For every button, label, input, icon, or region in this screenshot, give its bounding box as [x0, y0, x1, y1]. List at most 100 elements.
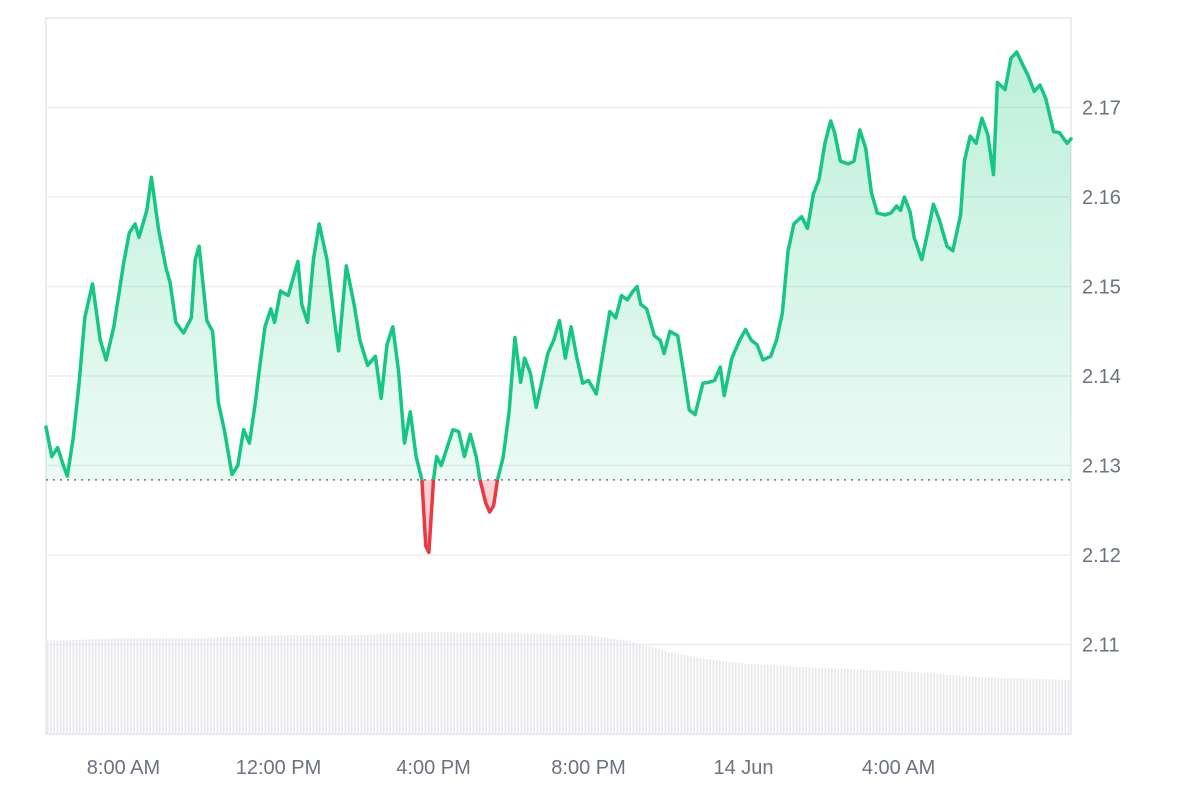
- volume-bar: [178, 638, 180, 734]
- volume-bar: [1061, 679, 1063, 734]
- volume-bar: [671, 652, 673, 734]
- volume-bar: [1016, 678, 1019, 734]
- volume-bar: [466, 632, 468, 734]
- volume-bar: [699, 658, 702, 734]
- volume-bar: [591, 635, 593, 734]
- volume-bar: [520, 633, 523, 734]
- volume-bar: [690, 656, 692, 734]
- volume-bar: [610, 638, 612, 734]
- volume-bar: [895, 670, 897, 734]
- volume-bar: [322, 635, 324, 734]
- volume-bar: [450, 632, 452, 734]
- volume-bar: [536, 633, 539, 734]
- volume-bar: [447, 632, 449, 734]
- volume-bar: [479, 632, 481, 734]
- volume-bar: [296, 635, 299, 734]
- volume-bar: [885, 670, 887, 734]
- volume-bar: [434, 632, 436, 734]
- volume-bar: [744, 663, 747, 734]
- volume-bar: [939, 674, 942, 734]
- volume-bar: [303, 635, 305, 734]
- volume-bar: [395, 633, 398, 734]
- volume-bar: [181, 638, 183, 734]
- volume-bar: [98, 638, 100, 734]
- volume-bar: [731, 662, 734, 734]
- volume-bar: [488, 633, 491, 734]
- volume-bar: [133, 638, 135, 734]
- volume-bar: [600, 636, 603, 734]
- volume-bar: [712, 659, 715, 734]
- volume-bar: [392, 633, 395, 734]
- volume-bar: [168, 638, 171, 734]
- volume-bar: [623, 640, 625, 734]
- volume-bar: [968, 676, 971, 734]
- volume-bar: [946, 674, 948, 734]
- volume-bar: [738, 662, 740, 734]
- volume-bar: [527, 633, 529, 734]
- volume-bar: [735, 662, 737, 734]
- volume-bar: [616, 639, 619, 734]
- volume-bar: [805, 667, 807, 734]
- volume-bar: [418, 632, 420, 734]
- volume-bar: [107, 638, 110, 734]
- volume-bar: [437, 632, 439, 734]
- volume-bar: [56, 640, 59, 734]
- volume-bar: [971, 676, 974, 734]
- volume-bar: [264, 635, 267, 734]
- volume-bar: [978, 677, 980, 734]
- volume-bar: [299, 635, 302, 734]
- volume-bar: [59, 640, 62, 734]
- volume-bar: [997, 677, 999, 734]
- volume-bar: [811, 667, 814, 734]
- volume-bar: [696, 657, 699, 734]
- volume-bar: [853, 669, 855, 734]
- volume-bar: [619, 639, 622, 734]
- x-tick-label: 12:00 PM: [236, 757, 322, 779]
- volume-bar: [226, 637, 228, 734]
- volume-bar: [1010, 678, 1012, 734]
- volume-bar: [306, 635, 308, 734]
- volume-bar: [559, 634, 561, 734]
- volume-bar: [312, 635, 315, 734]
- volume-bar: [1045, 679, 1047, 734]
- volume-bar: [930, 673, 932, 734]
- volume-bar: [1067, 679, 1070, 734]
- volume-bar: [949, 674, 951, 734]
- volume-bar: [651, 647, 654, 734]
- volume-bar: [648, 646, 651, 734]
- volume-bar: [459, 632, 462, 734]
- volume-bar: [642, 645, 644, 734]
- volume-bar: [920, 672, 923, 734]
- volume-bar: [658, 649, 660, 734]
- volume-bar: [655, 648, 657, 734]
- volume-bar: [344, 635, 347, 734]
- volume-bar: [933, 673, 935, 734]
- volume-bar: [888, 670, 891, 734]
- volume-bar: [373, 634, 375, 734]
- volume-bar: [632, 642, 635, 734]
- volume-bar: [335, 635, 337, 734]
- volume-bar: [328, 635, 331, 734]
- volume-bar: [354, 635, 356, 734]
- volume-bar: [722, 661, 724, 734]
- volume-bar: [203, 637, 206, 734]
- volume-bar: [875, 670, 878, 734]
- volume-bar: [587, 634, 590, 734]
- volume-bar: [594, 635, 596, 734]
- volume-bar: [562, 634, 564, 734]
- volume-bar: [936, 673, 939, 734]
- volume-bar: [472, 632, 475, 734]
- volume-bar: [959, 675, 961, 734]
- area-fill-up: [46, 52, 1071, 480]
- volume-bar: [370, 634, 372, 734]
- volume-bar: [290, 635, 292, 734]
- y-tick-label: 2.11: [1082, 635, 1119, 657]
- volume-bar: [1032, 678, 1035, 734]
- volume-bar: [898, 670, 900, 734]
- volume-bar: [866, 669, 868, 734]
- volume-bar: [495, 633, 497, 734]
- volume-bar: [911, 671, 913, 734]
- volume-bar: [216, 637, 219, 734]
- volume-bar: [427, 632, 430, 734]
- volume-bar: [834, 668, 836, 734]
